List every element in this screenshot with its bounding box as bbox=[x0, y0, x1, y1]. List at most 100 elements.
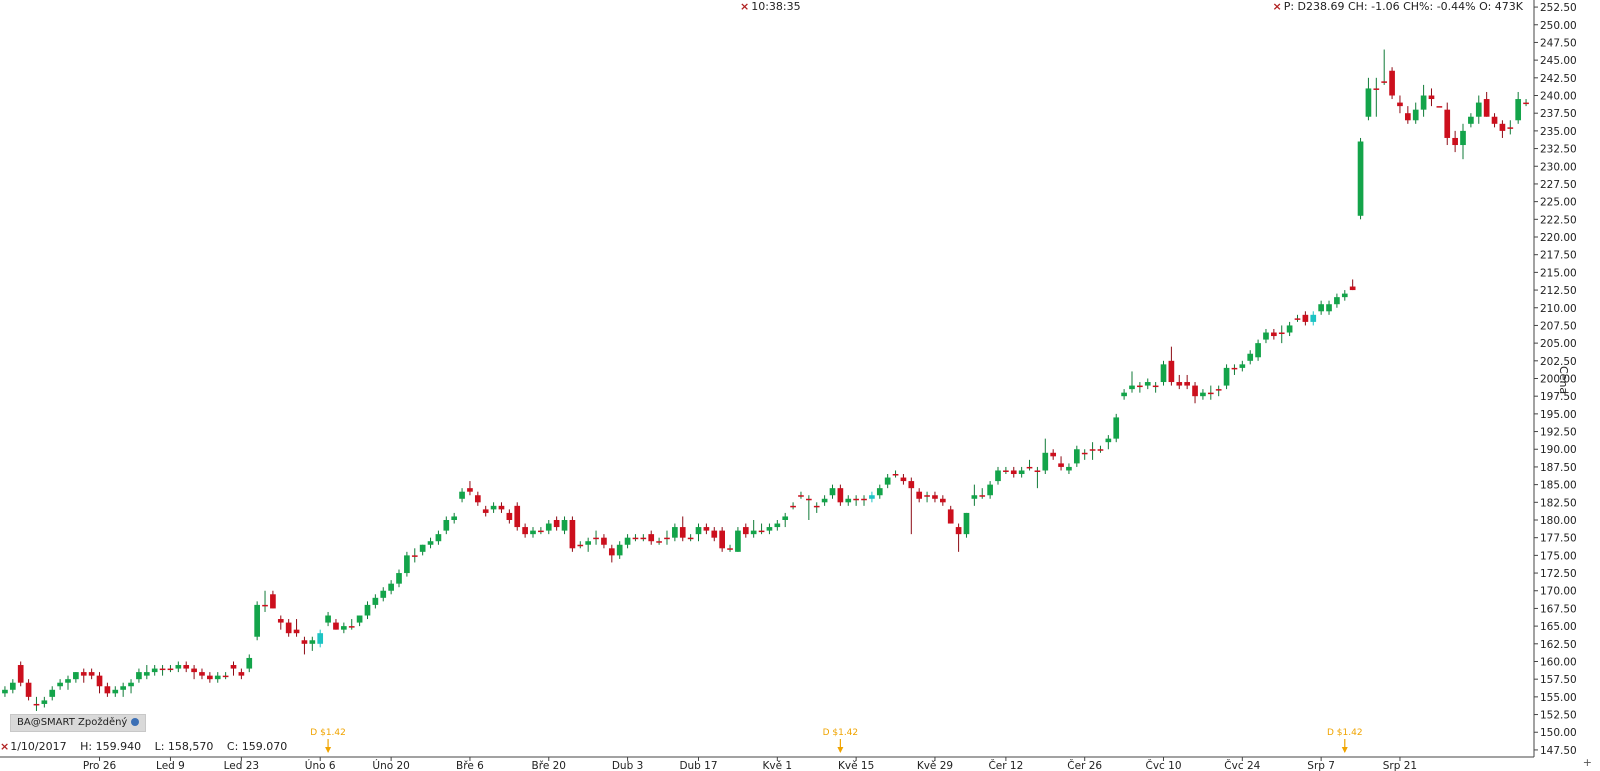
dividend-marker[interactable]: D $1.42 bbox=[823, 728, 859, 753]
candle-body bbox=[719, 530, 725, 549]
candle bbox=[1263, 328, 1269, 344]
candle-body bbox=[474, 495, 481, 503]
candle-body bbox=[545, 523, 552, 531]
x-tick-label: Čer 26 bbox=[1067, 759, 1102, 771]
candle-body bbox=[467, 488, 473, 492]
candle-body bbox=[821, 498, 828, 503]
candle-body bbox=[672, 527, 678, 538]
candle-body bbox=[388, 583, 394, 591]
candle bbox=[1420, 84, 1427, 117]
y-tick-label: 200.00 bbox=[1540, 374, 1577, 386]
expand-icon[interactable]: + bbox=[1582, 756, 1592, 769]
y-tick-label: 162.50 bbox=[1540, 639, 1577, 651]
x-tick-label: Srp 21 bbox=[1383, 760, 1417, 771]
candle-body bbox=[175, 665, 182, 669]
y-tick-label: 195.00 bbox=[1540, 409, 1577, 421]
candle-body bbox=[1066, 466, 1072, 471]
candle-body bbox=[380, 590, 387, 598]
candle-body bbox=[1113, 417, 1120, 439]
candle-body bbox=[687, 537, 694, 540]
chart-plot-area[interactable] bbox=[0, 0, 1534, 757]
close-icon[interactable]: × bbox=[740, 0, 750, 13]
candle-body bbox=[995, 470, 1001, 482]
candle-body bbox=[207, 675, 213, 680]
close-icon[interactable]: × bbox=[1272, 0, 1282, 13]
candle-body bbox=[1507, 127, 1514, 129]
candle-body bbox=[963, 512, 970, 535]
candle-body bbox=[435, 534, 442, 542]
candle bbox=[1515, 91, 1522, 124]
candle bbox=[1231, 364, 1238, 375]
x-tick-label: Led 23 bbox=[224, 760, 260, 771]
candle-body bbox=[451, 516, 458, 520]
candle bbox=[1160, 360, 1167, 386]
candle-body bbox=[9, 682, 16, 690]
dividend-marker[interactable]: D $1.42 bbox=[310, 728, 346, 753]
candle bbox=[514, 502, 521, 531]
y-tick-label: 185.00 bbox=[1540, 480, 1577, 492]
candle bbox=[845, 495, 852, 506]
candle bbox=[553, 516, 560, 531]
candle bbox=[1247, 350, 1254, 365]
candle-body bbox=[1475, 102, 1482, 117]
candle bbox=[1381, 49, 1388, 85]
candle bbox=[545, 519, 552, 535]
candle-body bbox=[254, 604, 260, 637]
candle bbox=[1168, 346, 1175, 386]
data-feed-badge[interactable]: BA@SMART Zpožděný bbox=[10, 714, 147, 732]
candle-body bbox=[1310, 314, 1317, 322]
x-tick-label: Bře 20 bbox=[532, 760, 566, 771]
candle bbox=[608, 544, 615, 563]
candle-body bbox=[309, 640, 316, 644]
candle bbox=[640, 534, 647, 542]
candle-body bbox=[1357, 141, 1364, 216]
candle bbox=[932, 491, 938, 503]
candle-body bbox=[364, 604, 371, 616]
y-tick-label: 215.00 bbox=[1540, 267, 1577, 279]
candle bbox=[774, 519, 781, 531]
y-tick-label: 165.00 bbox=[1540, 621, 1577, 633]
candle bbox=[309, 636, 316, 651]
candle bbox=[293, 619, 300, 637]
close-icon[interactable]: × bbox=[0, 740, 10, 753]
candle-body bbox=[1326, 304, 1332, 312]
quote-readout: × P: D238.69 CH: -1.06 CH%: -0.44% O: 473… bbox=[1272, 0, 1523, 14]
candle-body bbox=[33, 703, 40, 706]
candle-body bbox=[1058, 463, 1064, 467]
candle bbox=[88, 668, 95, 680]
candle bbox=[1491, 113, 1498, 128]
candle-body bbox=[1302, 314, 1309, 322]
x-tick-label: Kvě 1 bbox=[763, 760, 793, 771]
candle-body bbox=[1200, 392, 1206, 397]
dividend-marker[interactable]: D $1.42 bbox=[1327, 728, 1363, 753]
candle bbox=[971, 484, 978, 506]
candle bbox=[1397, 95, 1403, 114]
candle-body bbox=[1026, 466, 1033, 469]
candle-body bbox=[214, 675, 221, 680]
candle-body bbox=[1042, 452, 1049, 471]
candle-body bbox=[143, 672, 150, 676]
candle-body bbox=[88, 672, 95, 676]
candle-body bbox=[514, 505, 521, 528]
candle-body bbox=[317, 633, 324, 644]
candle bbox=[530, 527, 536, 538]
candle bbox=[884, 474, 891, 489]
candle bbox=[404, 551, 410, 577]
candle bbox=[1507, 120, 1514, 135]
candle bbox=[569, 516, 576, 552]
y-axis-ticks: 147.50 150.00 152.50 155.00 157.50 160.00 162.… bbox=[1534, 2, 1577, 757]
hover-low: L: 158,570 bbox=[154, 740, 214, 753]
candle-body bbox=[199, 672, 205, 676]
candle bbox=[1026, 459, 1033, 471]
candle-body bbox=[561, 519, 568, 531]
candle-body bbox=[1097, 449, 1104, 451]
candle-body bbox=[1003, 470, 1009, 472]
candle bbox=[750, 519, 757, 538]
candle bbox=[207, 672, 213, 683]
candle bbox=[1089, 442, 1096, 460]
candle bbox=[1310, 311, 1317, 326]
candle bbox=[963, 512, 970, 538]
candle bbox=[270, 590, 276, 609]
hover-date: 1/10/2017 bbox=[10, 740, 67, 753]
